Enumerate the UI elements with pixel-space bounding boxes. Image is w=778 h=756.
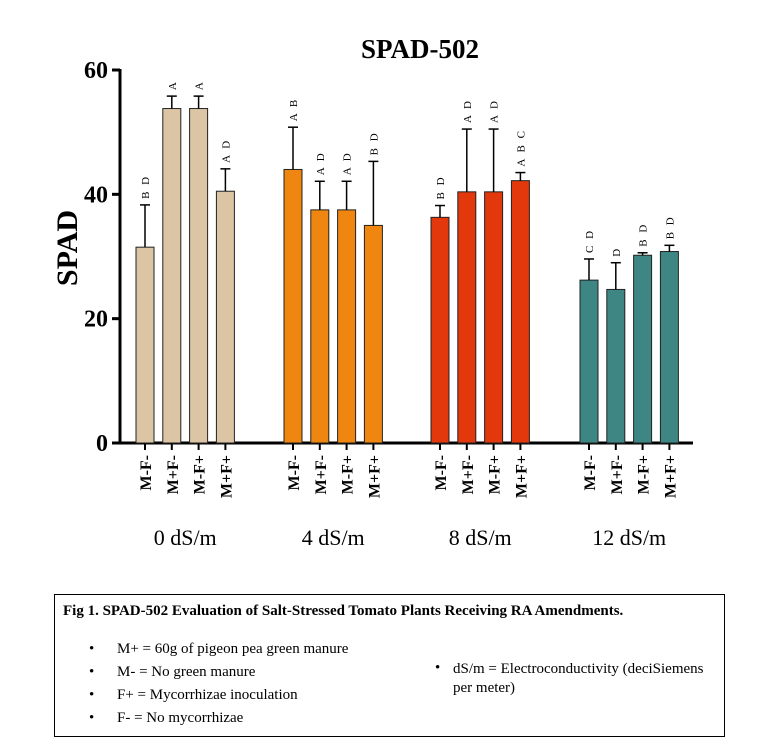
bullet-icon: • (89, 664, 95, 680)
bar (484, 191, 504, 444)
x-tick-label: M+F- (165, 455, 182, 494)
figure-caption-title: Fig 1. SPAD-502 Evaluation of Salt-Stres… (63, 603, 624, 619)
y-tick-label: 40 (84, 182, 108, 208)
legend-dsm-text: dS/m = Electroconductivity (deciSiemens … (453, 661, 704, 696)
y-tick-label: 0 (96, 431, 108, 457)
bar (659, 251, 679, 444)
significance-letters: A (167, 80, 179, 90)
group-label: 4 dS/m (302, 525, 365, 550)
significance-letters: B D (368, 131, 380, 155)
x-tick-label: M-F- (582, 455, 599, 491)
x-tick-label: M+F+ (218, 455, 235, 498)
spad-bar-chart: SPAD-502 SPAD 0 20 40 60 B D M-F- A M+F- A M-F+ A… (51, 34, 693, 550)
significance-letters: A D (315, 151, 327, 175)
significance-letters: A D (489, 99, 501, 123)
bar (337, 209, 357, 444)
x-tick-label: M+F- (313, 455, 330, 494)
bar (430, 216, 450, 444)
group-label: 8 dS/m (449, 525, 512, 550)
significance-letters: C D (584, 229, 596, 253)
x-tick-label: M-F- (138, 455, 155, 491)
x-tick-label: M+F+ (513, 455, 530, 498)
legend-item: • M+ = 60g of pigeon pea green manure (89, 638, 348, 661)
legend-item-text: M+ = 60g of pigeon pea green manure (117, 641, 349, 657)
bar (189, 108, 209, 444)
x-tick-label: M-F- (286, 455, 303, 491)
significance-letters: A D (220, 139, 232, 163)
bar (162, 108, 182, 444)
y-tick-label: 20 (84, 307, 108, 333)
significance-letters: A B (288, 98, 300, 121)
significance-letters: A D (342, 151, 354, 175)
significance-letters: B D (664, 215, 676, 239)
chart-title: SPAD-502 (361, 34, 479, 64)
group-label: 12 dS/m (592, 525, 666, 550)
x-tick-label: M+F- (609, 455, 626, 494)
figure-caption-box: Fig 1. SPAD-502 Evaluation of Salt-Stres… (54, 594, 725, 737)
x-tick-label: M+F+ (662, 455, 679, 498)
x-tick-label: M+F+ (366, 455, 383, 498)
y-tick-label: 60 (84, 58, 108, 84)
legend-item: • F- = No mycorrhizae (89, 707, 348, 730)
legend-item-text: M- = No green manure (117, 664, 256, 680)
bullet-icon: • (89, 710, 95, 726)
legend-item: • F+ = Mycorrhizae inoculation (89, 684, 348, 707)
y-axis-label: SPAD (51, 210, 84, 286)
significance-letters: A D (462, 99, 474, 123)
legend-item-text: F- = No mycorrhizae (117, 710, 244, 726)
bar (579, 279, 599, 444)
bar (457, 191, 477, 444)
significance-letters: B D (140, 175, 152, 199)
bar (510, 180, 530, 444)
significance-letters: B D (638, 223, 650, 247)
bullet-icon: • (435, 660, 441, 676)
bar (606, 288, 626, 444)
significance-letters: D (611, 247, 623, 257)
bars: B D M-F- A M+F- A M-F+ A D M+F+ 0 dS/m A B M-F- A D… (135, 80, 679, 550)
bullet-icon: • (89, 687, 95, 703)
x-tick-label: M-F+ (487, 455, 504, 494)
group-label: 0 dS/m (154, 525, 217, 550)
bar (135, 246, 155, 444)
x-tick-label: M-F+ (340, 455, 357, 494)
legend-dsm-note: • dS/m = Electroconductivity (deciSiemen… (435, 660, 705, 698)
x-tick-label: M-F+ (192, 455, 209, 494)
legend-item-text: F+ = Mycorrhizae inoculation (117, 687, 298, 703)
x-tick-label: M-F- (433, 455, 450, 491)
x-tick-label: M-F+ (636, 455, 653, 494)
bar (633, 254, 653, 444)
legend-item: • M- = No green manure (89, 661, 348, 684)
bar (215, 190, 235, 444)
legend-list: • M+ = 60g of pigeon pea green manure • M-… (89, 638, 348, 730)
significance-letters: A B C (515, 129, 527, 167)
bar (310, 209, 330, 444)
significance-letters: B D (435, 175, 447, 199)
bullet-icon: • (89, 641, 95, 657)
bar (283, 168, 303, 444)
x-tick-label: M+F- (460, 455, 477, 494)
bar (363, 224, 383, 444)
significance-letters: A (194, 80, 206, 90)
